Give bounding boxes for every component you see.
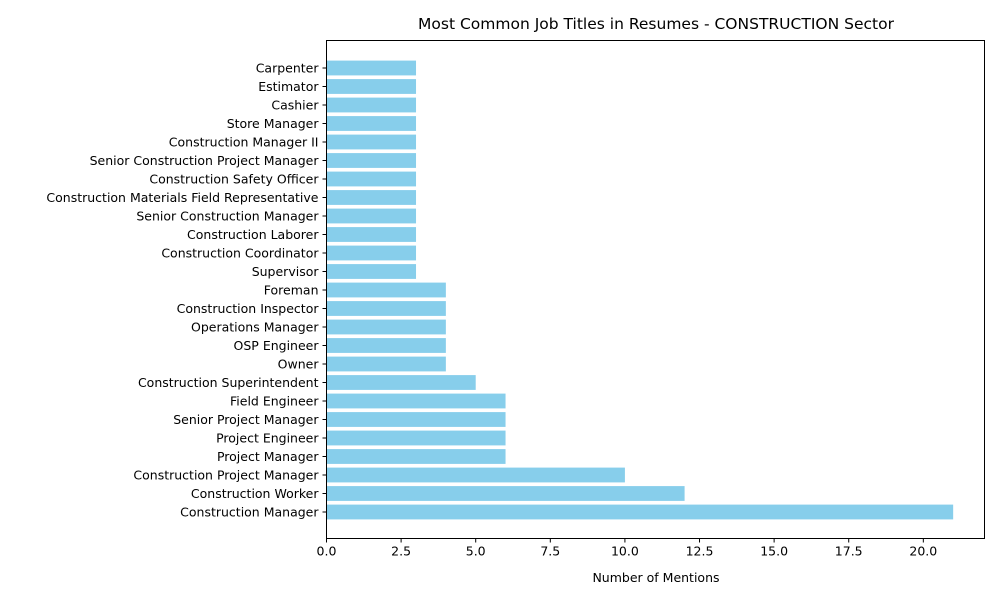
bar (326, 393, 506, 409)
y-tick-label: Construction Worker (191, 486, 319, 501)
y-tick-label: Construction Manager II (169, 135, 319, 150)
x-tick-label: 5.0 (466, 544, 486, 559)
y-tick-label: Senior Construction Manager (136, 209, 319, 224)
y-tick-label: Cashier (271, 98, 319, 113)
y-tick-label: OSP Engineer (234, 338, 320, 353)
y-tick-label: Store Manager (227, 116, 320, 131)
bar (326, 467, 625, 483)
x-tick-label: 17.5 (835, 544, 863, 559)
x-tick-label: 2.5 (391, 544, 411, 559)
bar (326, 301, 446, 316)
bar (326, 153, 417, 168)
y-tick-label: Operations Manager (191, 320, 319, 335)
bar (326, 264, 417, 279)
y-tick-label: Senior Project Manager (173, 412, 319, 427)
y-tick-label: Owner (278, 357, 320, 372)
bar (326, 430, 506, 446)
y-tick-label: Project Manager (217, 449, 319, 464)
bar (326, 227, 417, 242)
y-tick-label: Construction Project Manager (133, 468, 319, 483)
x-tick-label: 0.0 (317, 544, 337, 559)
y-tick-label: Project Engineer (216, 431, 319, 446)
bar (326, 116, 417, 131)
y-tick-label: Carpenter (256, 61, 320, 76)
y-tick-label: Senior Construction Project Manager (90, 153, 320, 168)
x-tick-label: 7.5 (540, 544, 560, 559)
bar (326, 190, 417, 205)
x-tick-label: 12.5 (686, 544, 714, 559)
y-tick-label: Construction Laborer (187, 227, 319, 242)
bar (326, 134, 417, 150)
x-tick-label: 20.0 (909, 544, 937, 559)
y-tick-label: Construction Materials Field Representat… (46, 190, 318, 205)
x-ticks: 0.0 2.5 5.0 7.5 10.0 12.5 15.0 17.5 20.0 (317, 538, 937, 559)
y-tick-label: Construction Manager (180, 505, 319, 520)
y-tick-label: Construction Inspector (177, 301, 320, 316)
bar (326, 338, 446, 353)
y-tick-label: Construction Coordinator (161, 246, 319, 261)
y-tick-label: Field Engineer (230, 394, 319, 409)
y-tick-label: Construction Superintendent (138, 375, 319, 390)
bar (326, 245, 417, 261)
bar (326, 449, 506, 464)
bar (326, 504, 954, 520)
bar (326, 282, 446, 298)
y-tick-label: Supervisor (252, 264, 320, 279)
y-tick-label: Foreman (264, 283, 319, 298)
bar (326, 356, 446, 372)
x-tick-label: 15.0 (760, 544, 788, 559)
bar (326, 375, 476, 390)
bar (326, 79, 417, 94)
bars-group (326, 60, 954, 520)
bar (326, 412, 506, 427)
y-ticks: Construction Manager Construction Worker C… (46, 61, 327, 520)
bar (326, 208, 417, 224)
bar (326, 486, 685, 501)
bar (326, 319, 446, 335)
y-tick-label: Estimator (258, 79, 319, 94)
x-tick-label: 10.0 (611, 544, 639, 559)
y-tick-label: Construction Safety Officer (149, 172, 319, 187)
bar (326, 171, 417, 187)
bar (326, 60, 417, 76)
plot-frame (326, 40, 985, 539)
bar (326, 97, 417, 113)
chart-title: Most Common Job Titles in Resumes - CONS… (418, 15, 895, 33)
x-axis-label: Number of Mentions (592, 570, 719, 585)
